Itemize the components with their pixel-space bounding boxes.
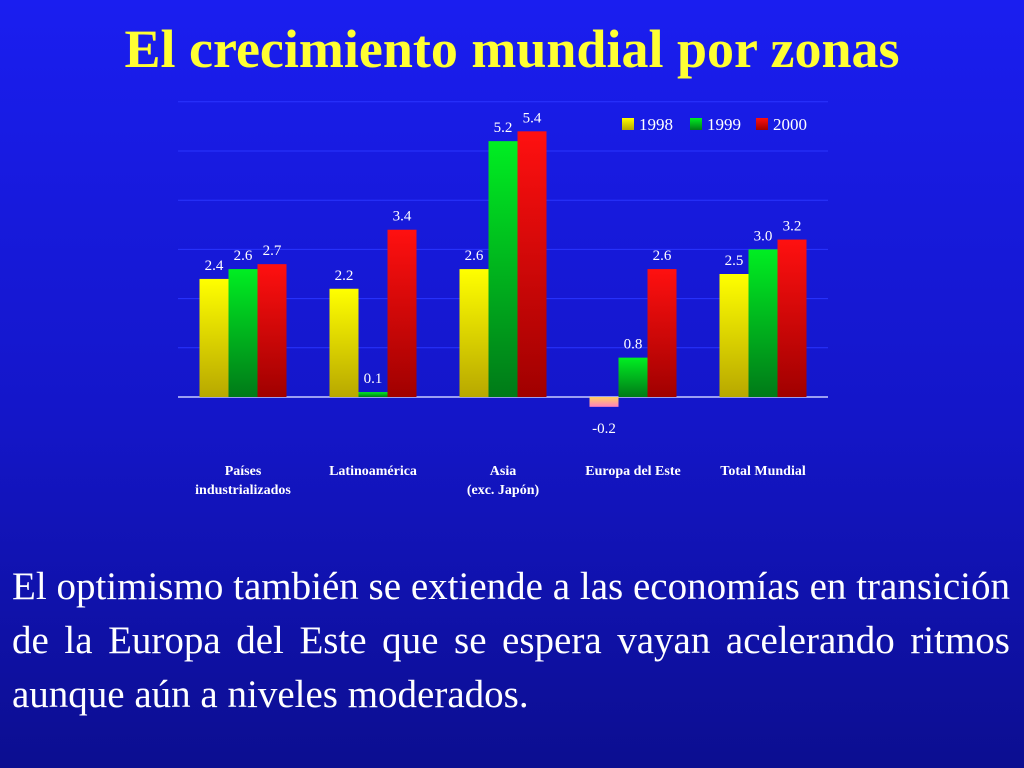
data-label: 2.6 <box>234 248 253 264</box>
bar-2000-0 <box>257 264 287 397</box>
category-label: Latinoamérica <box>329 464 417 479</box>
category-labels: Países industrializados Latinoamérica Asia(… <box>195 464 806 498</box>
data-label: 2.7 <box>263 243 282 259</box>
bar-2000-2 <box>517 131 547 397</box>
bar-1998-2 <box>459 269 489 397</box>
bar-1999-2 <box>488 141 518 397</box>
bar-1998-0 <box>199 278 229 397</box>
slide-title: El crecimiento mundial por zonas <box>124 19 900 79</box>
data-label: 2.4 <box>205 258 224 274</box>
bar-2000-3 <box>647 269 677 397</box>
bar-1998-3 <box>589 397 619 407</box>
data-label: 2.6 <box>653 248 672 264</box>
bars <box>199 131 807 407</box>
data-label: 0.1 <box>364 371 383 387</box>
data-label: 3.2 <box>783 219 802 235</box>
legend-swatch-1998 <box>622 118 634 130</box>
data-label: 3.0 <box>754 228 773 244</box>
data-label: 3.4 <box>393 209 412 225</box>
legend-swatch-1999 <box>690 118 702 130</box>
category-label: Europa del Este <box>585 464 680 479</box>
data-label: 5.2 <box>494 120 513 136</box>
legend-label-1998: 1998 <box>639 115 673 134</box>
legend-swatch-2000 <box>756 118 768 130</box>
data-label: 0.8 <box>624 337 643 353</box>
bar-1998-1 <box>329 288 359 397</box>
legend-label-2000: 2000 <box>773 115 807 134</box>
data-label: 2.5 <box>725 253 744 269</box>
body-paragraph: El optimismo también se extiende a las e… <box>12 565 1010 716</box>
category-label: Total Mundial <box>720 464 806 479</box>
category-label: Asia (exc. Japón) <box>467 464 540 498</box>
bar-1999-4 <box>748 249 778 397</box>
category-label: Países industrializados <box>195 464 291 498</box>
bar-1999-1 <box>358 392 388 397</box>
bar-2000-1 <box>387 229 417 397</box>
bar-1999-3 <box>618 357 648 397</box>
bar-1998-4 <box>719 274 749 397</box>
data-label: 2.6 <box>465 248 484 264</box>
bar-2000-4 <box>777 239 807 397</box>
data-labels: 2.4 2.6 2.7 2.2 0.1 3.4 2.6 5.2 5.4 -0.2 0.8 2.6 2.5… <box>205 110 802 437</box>
data-label: 2.2 <box>335 268 354 284</box>
data-label: -0.2 <box>592 421 616 437</box>
legend-label-1999: 1999 <box>707 115 741 134</box>
legend: 1998 1999 2000 <box>622 115 807 134</box>
data-label: 5.4 <box>523 110 542 126</box>
bar-chart: 2.4 2.6 2.7 2.2 0.1 3.4 2.6 5.2 5.4 -0.2 0.8 2.6 2.5… <box>178 101 828 498</box>
bar-1999-0 <box>228 269 258 397</box>
